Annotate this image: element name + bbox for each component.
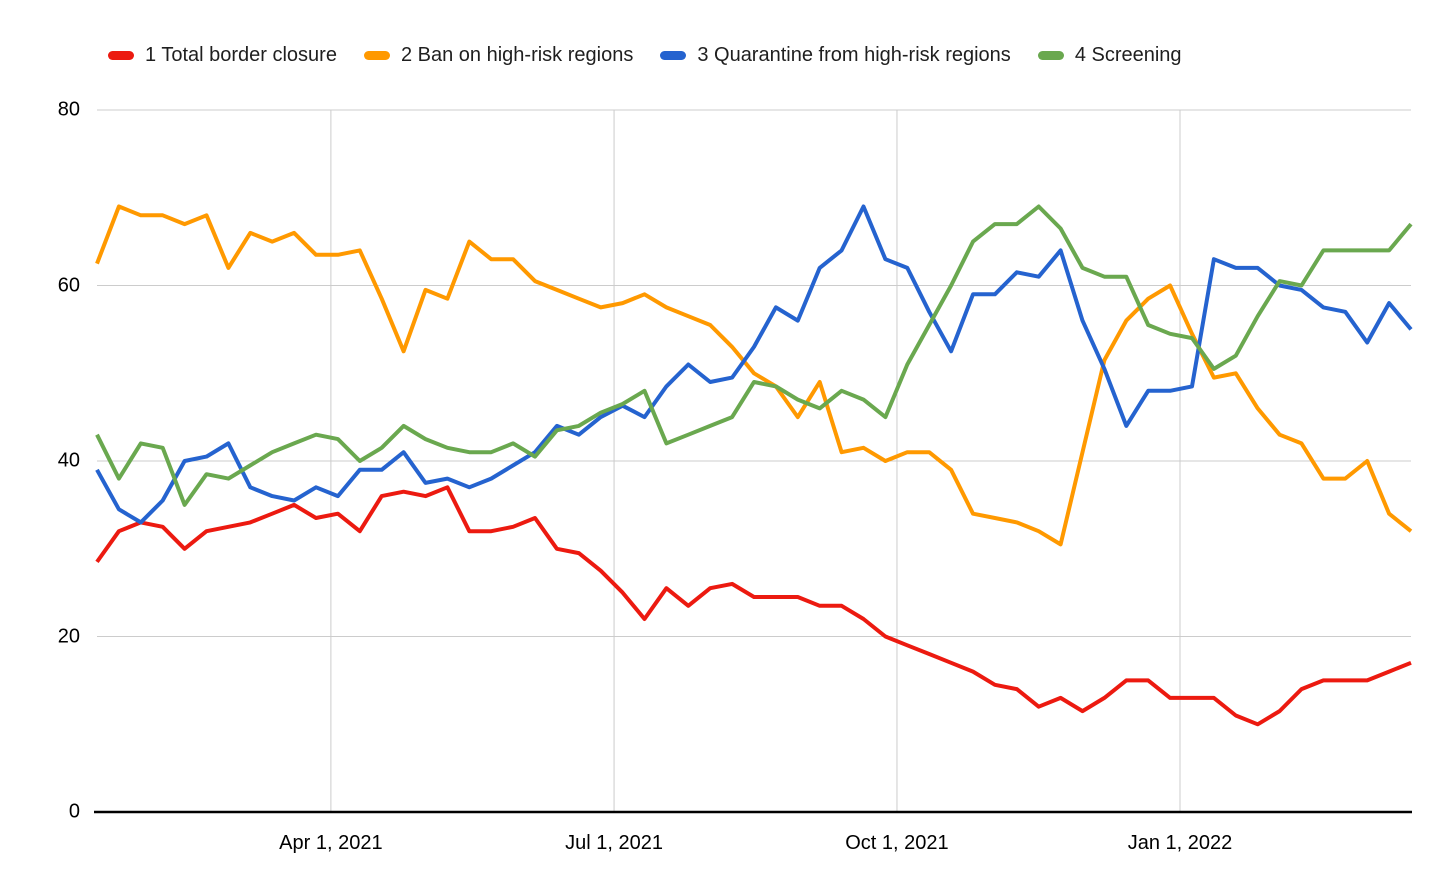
legend-swatch-total-border-closure	[108, 51, 134, 60]
legend-item-total-border-closure: 1 Total border closure	[108, 44, 337, 67]
y-axis-tick-label: 40	[57, 449, 80, 472]
legend-item-quarantine-high-risk-regions: 3 Quarantine from high-risk regions	[660, 44, 1011, 67]
legend-label-quarantine-high-risk-regions: 3 Quarantine from high-risk regions	[697, 44, 1011, 66]
y-axis-tick-label: 60	[57, 274, 80, 296]
legend-item-ban-high-risk-regions: 2 Ban on high-risk regions	[363, 44, 634, 67]
series-line-1-total-border-closure	[95, 485, 1412, 727]
x-axis-tick-label: Jul 1, 2021	[565, 832, 663, 854]
legend-label-total-border-closure: 1 Total border closure	[145, 44, 337, 66]
legend-label-screening: 4 Screening	[1074, 44, 1182, 66]
legend-swatch-screening	[1037, 51, 1064, 60]
legend-swatch-ban-high-risk-regions	[363, 51, 390, 60]
legend-item-screening: 4 Screening	[1037, 44, 1182, 67]
legend-swatch-quarantine-high-risk-regions	[660, 51, 687, 60]
y-axis-tick-label: 0	[68, 800, 80, 823]
chart-legend: 1 Total border closure 2 Ban on high-ris…	[108, 44, 1182, 67]
x-axis-tick-label: Apr 1, 2021	[279, 832, 383, 854]
x-axis-tick-label: Oct 1, 2021	[845, 832, 949, 854]
series-line-4-screening	[95, 204, 1413, 507]
series-line-2-ban-on-high-risk-regions	[95, 204, 1413, 547]
x-axis-tick-label: Jan 1, 2022	[1127, 832, 1233, 854]
y-axis-tick-label: 20	[57, 625, 80, 647]
series-line-3-quarantine-from-high-risk-regions	[95, 204, 1413, 525]
y-axis-tick-label: 80	[57, 98, 80, 121]
legend-label-ban-high-risk-regions: 2 Ban on high-risk regions	[400, 44, 634, 66]
